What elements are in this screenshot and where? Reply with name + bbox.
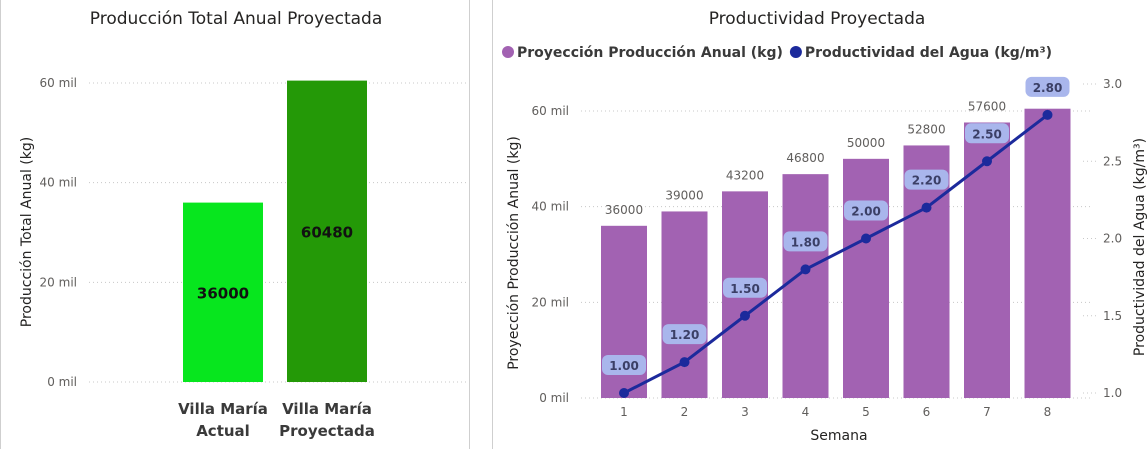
y-axis-title-right: Productividad del Agua (kg/m³) bbox=[1132, 138, 1148, 356]
line-data-label: 2.50 bbox=[972, 127, 1002, 141]
legend-marker-production bbox=[502, 46, 514, 58]
y-axis-title-left: Proyección Producción Anual (kg) bbox=[506, 136, 522, 370]
y-tick-label-right: 2.5 bbox=[1103, 154, 1122, 168]
x-category-label: Proyectada bbox=[279, 422, 375, 440]
line-point[interactable] bbox=[861, 233, 871, 244]
y-tick-label-left: 60 mil bbox=[532, 104, 569, 118]
y-tick-label-left: 20 mil bbox=[532, 295, 569, 309]
x-category-label: Villa María bbox=[282, 400, 372, 418]
line-label-box bbox=[1025, 76, 1070, 97]
x-tick-label: 2 bbox=[681, 405, 689, 419]
bar-data-label: 43200 bbox=[726, 168, 764, 182]
bar-data-label: 50000 bbox=[847, 136, 885, 150]
x-axis-title: Semana bbox=[810, 428, 867, 444]
line-point[interactable] bbox=[740, 310, 750, 321]
x-tick-label: 1 bbox=[620, 405, 628, 419]
line-data-label: 1.20 bbox=[670, 328, 700, 342]
y-tick-label: 40 mil bbox=[40, 176, 77, 190]
bar-data-label: 46800 bbox=[786, 151, 824, 165]
x-tick-label: 5 bbox=[862, 405, 870, 419]
x-tick-label: 8 bbox=[1044, 405, 1052, 419]
y-tick-label-left: 0 mil bbox=[539, 391, 569, 405]
line-point[interactable] bbox=[679, 357, 690, 368]
legend-marker-productivity bbox=[789, 46, 802, 58]
chart-title: Producción Total Anual Proyectada bbox=[90, 9, 383, 29]
bar[interactable] bbox=[843, 158, 889, 398]
y-tick-label-right: 2.0 bbox=[1103, 232, 1122, 246]
y-tick-label-right: 3.0 bbox=[1103, 77, 1122, 91]
bar[interactable] bbox=[287, 80, 367, 382]
productivity-line bbox=[623, 113, 1049, 395]
line-data-label: 1.00 bbox=[609, 359, 639, 373]
line-label-box bbox=[662, 324, 707, 345]
y-tick-label: 0 mil bbox=[47, 375, 77, 389]
bar-data-label: 36000 bbox=[197, 284, 249, 302]
y-tick-label: 20 mil bbox=[40, 275, 77, 289]
bar-data-label: 39000 bbox=[665, 188, 703, 202]
line-data-label: 1.50 bbox=[730, 282, 760, 296]
y-tick-label-right: 1.0 bbox=[1103, 386, 1122, 400]
chart-produccion-total-svg: Producción Total Anual Proyectada Produc… bbox=[19, 9, 466, 440]
y-tick-label-left: 40 mil bbox=[532, 200, 569, 214]
x-tick-label: 3 bbox=[741, 405, 749, 419]
y-tick-label-right: 1.5 bbox=[1103, 309, 1122, 323]
chart-panel-productividad: Productividad Proyectada Proyección Prod… bbox=[492, 0, 1148, 449]
line-label-box bbox=[904, 169, 949, 190]
chart-productividad-svg: Productividad Proyectada Proyección Prod… bbox=[502, 9, 1148, 444]
line-data-label: 2.80 bbox=[1033, 81, 1063, 95]
line-point[interactable] bbox=[619, 388, 629, 398]
line-point[interactable] bbox=[1042, 109, 1053, 120]
bar[interactable] bbox=[1024, 108, 1071, 398]
line-label-box bbox=[844, 200, 888, 221]
line-point[interactable] bbox=[982, 156, 992, 167]
line-label-box bbox=[602, 355, 646, 375]
bar[interactable] bbox=[782, 174, 829, 398]
bar[interactable] bbox=[183, 202, 263, 382]
line-data-label: 2.20 bbox=[912, 174, 942, 188]
bar-data-label: 52800 bbox=[907, 122, 945, 136]
line-data-label: 2.00 bbox=[851, 205, 881, 219]
bar-data-label: 36000 bbox=[605, 203, 643, 217]
chart-title: Productividad Proyectada bbox=[709, 9, 926, 29]
line-label-box bbox=[723, 277, 767, 298]
line-point[interactable] bbox=[800, 264, 811, 275]
bar-data-label: 57600 bbox=[968, 99, 1006, 113]
line-data-label: 1.80 bbox=[791, 235, 821, 249]
y-axis-title: Producción Total Anual (kg) bbox=[19, 137, 35, 327]
line-label-box bbox=[965, 123, 1009, 144]
x-tick-label: 4 bbox=[802, 405, 810, 419]
legend-label-productivity: Productividad del Agua (kg/m³) bbox=[805, 45, 1052, 61]
x-category-label: Villa María bbox=[178, 400, 268, 418]
x-category-label: Actual bbox=[196, 422, 250, 440]
panel-gap bbox=[470, 0, 492, 449]
bar[interactable] bbox=[964, 122, 1010, 398]
x-tick-label: 6 bbox=[923, 405, 931, 419]
line-label-box bbox=[783, 231, 828, 252]
chart-panel-produccion-total: Producción Total Anual Proyectada Produc… bbox=[0, 0, 470, 449]
bar-data-label: 60480 bbox=[301, 223, 353, 241]
line-point[interactable] bbox=[921, 202, 932, 213]
legend: Proyección Producción Anual (kg) Product… bbox=[502, 45, 1052, 61]
legend-label-production: Proyección Producción Anual (kg) bbox=[517, 45, 783, 61]
y-tick-label: 60 mil bbox=[40, 76, 77, 90]
x-tick-label: 7 bbox=[983, 405, 991, 419]
